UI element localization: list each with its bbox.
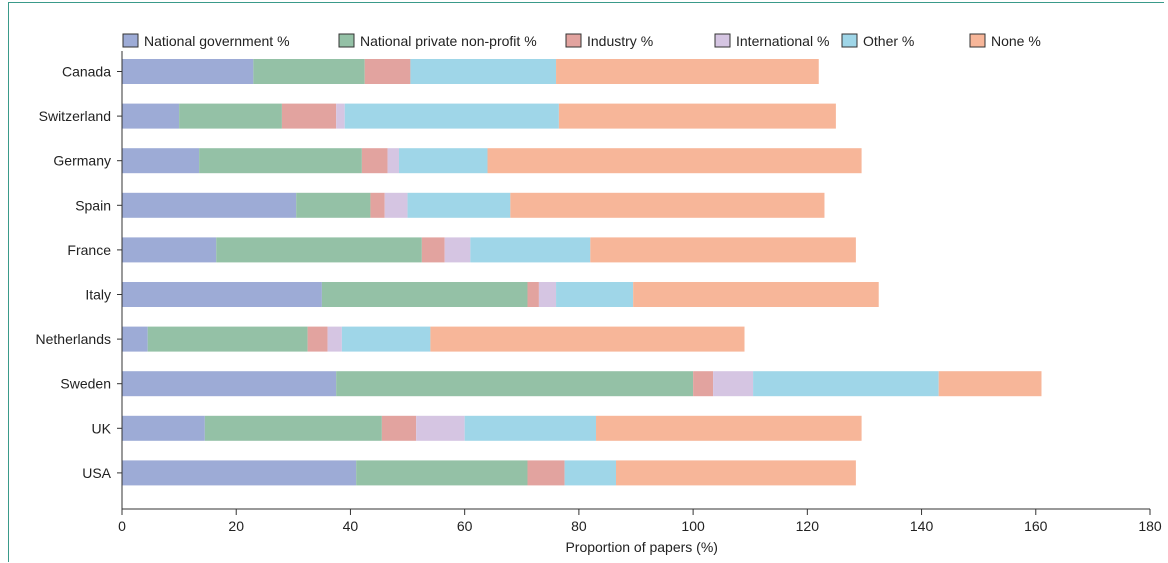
bar-segment xyxy=(336,371,694,397)
bar-segment xyxy=(444,237,471,263)
x-tick-label: 60 xyxy=(457,518,473,534)
legend-label: National government % xyxy=(144,33,290,49)
category-label: France xyxy=(67,242,111,258)
legend-swatch xyxy=(841,33,858,48)
x-axis-title: Proportion of papers (%) xyxy=(565,539,718,555)
bar-segment xyxy=(938,371,1042,397)
legend-label: Other % xyxy=(863,33,914,49)
bar-segment xyxy=(398,148,488,174)
bar-segment xyxy=(421,237,445,263)
bar-segment xyxy=(510,192,825,218)
bar-segment xyxy=(616,460,856,486)
x-tick-label: 120 xyxy=(796,518,820,534)
legend-label: National private non-profit % xyxy=(360,33,537,49)
bar-segment xyxy=(122,460,357,486)
bar-segment xyxy=(464,415,597,441)
bar-segment xyxy=(281,103,337,129)
bar-segment xyxy=(558,103,836,129)
x-tick-label: 80 xyxy=(571,518,587,534)
bar-segment xyxy=(556,59,819,84)
bar-segment xyxy=(356,460,528,486)
category-label: Spain xyxy=(75,197,111,213)
bar-segment xyxy=(344,103,559,129)
bar-segment xyxy=(527,460,565,486)
bar-segment xyxy=(253,59,365,84)
bar-segment xyxy=(407,192,511,218)
category-label: UK xyxy=(92,420,112,436)
bar-segment xyxy=(713,371,754,397)
bar-segment xyxy=(633,282,879,307)
category-label: USA xyxy=(82,465,111,481)
legend-label: International % xyxy=(736,33,829,49)
bar-segment xyxy=(693,371,714,397)
bar-segment xyxy=(370,192,385,218)
bar-segment xyxy=(527,282,539,307)
bar-segment xyxy=(122,192,297,218)
bar-segment xyxy=(327,326,342,352)
bar-segment xyxy=(381,415,417,441)
category-label: Switzerland xyxy=(39,108,111,124)
axes: 0 20 40 60 80 100 120 140 160 180 xyxy=(118,51,1162,534)
bar-segment xyxy=(122,148,200,174)
bar-segment xyxy=(487,148,862,174)
x-tick-label: 20 xyxy=(228,518,244,534)
legend: National government % National private no… xyxy=(122,33,1041,49)
bar-segment xyxy=(122,282,322,307)
x-tick-label: 140 xyxy=(910,518,934,534)
bar-segment xyxy=(361,148,388,174)
y-axis-labels: Canada Switzerland Germany Spain France Italy… xyxy=(36,64,112,481)
bar-segment xyxy=(122,326,148,352)
legend-swatch xyxy=(122,33,139,48)
category-label: Netherlands xyxy=(36,331,112,347)
legend-label: Industry % xyxy=(587,33,653,49)
legend-label: None % xyxy=(991,33,1041,49)
category-label: Sweden xyxy=(60,376,111,392)
bar-segment xyxy=(321,282,528,307)
bar-segment xyxy=(384,192,408,218)
category-label: Germany xyxy=(53,153,111,169)
bar-segment xyxy=(307,326,328,352)
legend-swatch xyxy=(969,33,986,48)
bar-segment xyxy=(122,103,180,129)
bar-segment xyxy=(122,237,217,263)
bar-segment xyxy=(296,192,371,218)
category-label: Italy xyxy=(85,287,111,303)
bar-segment xyxy=(387,148,399,174)
x-tick-label: 0 xyxy=(118,518,126,534)
bar-segment xyxy=(122,59,254,84)
bar-segment xyxy=(147,326,308,352)
category-label: Canada xyxy=(62,64,111,80)
bar-segment xyxy=(122,371,337,397)
bar-segment xyxy=(538,282,557,307)
bar-segment xyxy=(430,326,745,352)
bar-segment xyxy=(564,460,617,486)
bar-segment xyxy=(204,415,382,441)
bar-segment xyxy=(364,59,411,84)
bar-segment xyxy=(416,415,465,441)
bar-segment xyxy=(596,415,862,441)
bar-segment xyxy=(216,237,422,263)
legend-swatch xyxy=(714,33,731,48)
x-tick-label: 180 xyxy=(1138,518,1162,534)
bar-segment xyxy=(556,282,634,307)
x-tick-label: 160 xyxy=(1024,518,1048,534)
x-tick-label: 40 xyxy=(343,518,359,534)
bar-segment xyxy=(122,415,205,441)
bar-segment xyxy=(753,371,939,397)
bar-segment xyxy=(341,326,431,352)
stacked-bar-chart: National government % National private no… xyxy=(36,33,1162,555)
legend-swatch xyxy=(338,33,355,48)
bar-segment xyxy=(336,103,345,129)
bar-segment xyxy=(470,237,591,263)
bar-segment xyxy=(199,148,362,174)
legend-swatch xyxy=(565,33,582,48)
bars xyxy=(117,59,1042,486)
figure-frame: National government % National private no… xyxy=(8,2,1164,562)
x-tick-label: 100 xyxy=(681,518,705,534)
bar-segment xyxy=(179,103,282,129)
bar-segment xyxy=(590,237,856,263)
bar-segment xyxy=(410,59,557,84)
